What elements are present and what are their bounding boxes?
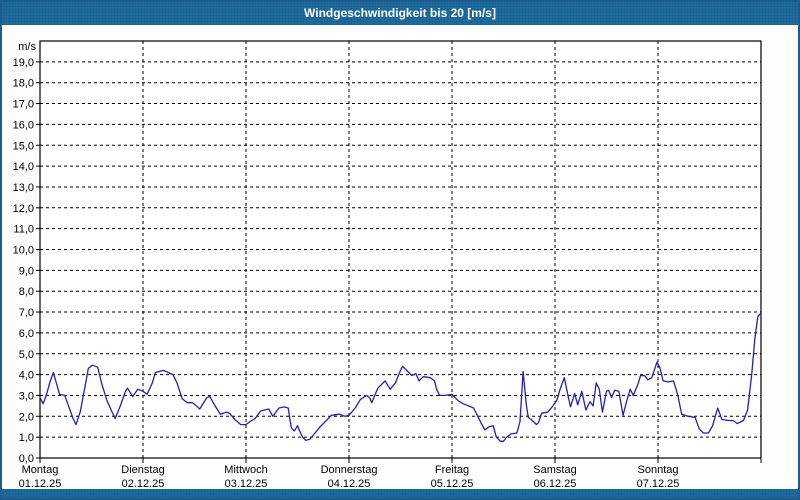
day-name-label: Dienstag [121, 464, 164, 476]
day-name-label: Montag [22, 464, 59, 476]
day-date-label: 02.12.25 [122, 478, 165, 489]
y-tick-label: 12,0 [13, 203, 34, 215]
y-tick-label: 16,0 [13, 119, 34, 131]
wind-speed-series-line [39, 313, 761, 442]
chart-content-area: 0,0 1,0 2,0 3,0 4,0 5,0 6,0 7,0 8,0 9,0 10,0 11,0 12… [2, 25, 798, 489]
window-title: Windgeschwindigkeit bis 20 [m/s] [304, 6, 496, 20]
day-name-label: Freitag [435, 464, 469, 476]
y-tick-label: 7,0 [19, 307, 34, 319]
y-tick-label: 15,0 [13, 140, 34, 152]
y-tick-label: 0,0 [19, 453, 34, 465]
day-date-label: 05.12.25 [431, 478, 474, 489]
day-date-label: 03.12.25 [225, 478, 268, 489]
y-axis-unit-label: m/s [18, 41, 36, 53]
y-tick-label: 11,0 [13, 224, 34, 236]
day-name-label: Mittwoch [224, 464, 267, 476]
wind-speed-chart: 0,0 1,0 2,0 3,0 4,0 5,0 6,0 7,0 8,0 9,0 10,0 11,0 12… [13, 40, 762, 489]
y-tick-label: 1,0 [19, 432, 34, 444]
y-tick-label: 13,0 [13, 182, 34, 194]
y-tick-label: 14,0 [13, 161, 34, 173]
y-tick-label: 4,0 [19, 370, 34, 382]
day-date-label: 07.12.25 [637, 478, 680, 489]
y-tick-label: 3,0 [19, 390, 34, 402]
day-name-label: Sonntag [638, 464, 679, 476]
day-name-label: Samstag [533, 464, 576, 476]
y-tick-label: 5,0 [19, 349, 34, 361]
window-title-bar: Windgeschwindigkeit bis 20 [m/s] [2, 2, 798, 25]
y-tick-label: 10,0 [13, 245, 34, 257]
y-tick-label: 2,0 [19, 411, 34, 423]
y-tick-label: 18,0 [13, 78, 34, 90]
day-name-label: Donnerstag [321, 464, 378, 476]
y-tick-label: 6,0 [19, 328, 34, 340]
day-date-label: 01.12.25 [19, 478, 62, 489]
window-bottom-bar [2, 489, 798, 498]
y-tick-label: 8,0 [19, 286, 34, 298]
day-date-label: 04.12.25 [328, 478, 371, 489]
y-tick-label: 19,0 [13, 57, 34, 69]
y-tick-label: 9,0 [19, 265, 34, 277]
day-date-label: 06.12.25 [534, 478, 577, 489]
y-tick-label: 17,0 [13, 99, 34, 111]
